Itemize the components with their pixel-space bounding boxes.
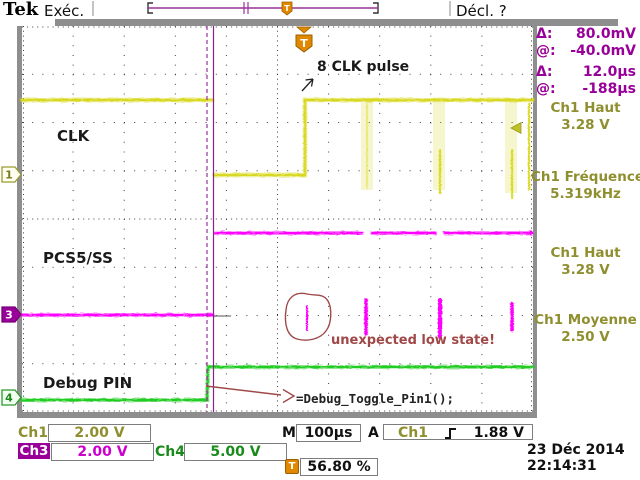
graticule-bottom-border [17, 412, 537, 418]
meas-1-value: 3.28 V [561, 117, 610, 133]
ch3-marker: 3 [1, 306, 22, 323]
record-trigger-icon: T [281, 1, 293, 16]
svg-text:T: T [300, 37, 308, 50]
trigger-position-marker: T [295, 26, 313, 53]
trigger-level: 1.88 V [473, 425, 524, 441]
cursor-at-v: @: -40.0mV [536, 43, 636, 59]
ch3-badge: Ch3 [18, 443, 50, 459]
meas-4-label: Ch1 Moyenne [534, 312, 637, 328]
pcs-trace-label: PCS5/SS [43, 249, 113, 267]
graticule-top-border [55, 19, 618, 26]
timebase-box: 100µs [296, 424, 361, 442]
svg-text:T: T [284, 4, 290, 13]
glitch-circle-annotation [284, 292, 332, 341]
acquisition-status: Exéc. [44, 2, 85, 20]
trigger-position-icon: T [285, 459, 299, 474]
code-arrow [205, 385, 282, 396]
svg-text:1: 1 [5, 169, 13, 182]
trigger-position-box: 56.80 % [300, 458, 378, 476]
svg-text:3: 3 [5, 309, 13, 322]
date-display: 23 Déc 2014 [527, 442, 625, 458]
timebase-label: M [282, 425, 296, 441]
trigger-readout-box: Ch1 1.88 V [383, 424, 533, 441]
meas-3-label: Ch1 Haut [550, 245, 621, 261]
meas-4-value: 2.50 V [561, 329, 610, 345]
record-position-bar: T [92, 1, 451, 16]
ch1-label: Ch1 [18, 425, 48, 441]
ch4-scale-box: 5.00 V [184, 443, 287, 461]
time-display: 22:14:31 [527, 458, 597, 474]
ch3-pcs-trace [20, 230, 534, 339]
ch1-clk-trace [19, 97, 536, 200]
low-state-note: unexpected low state! [331, 333, 496, 348]
clk-burst-bands [361, 98, 517, 193]
meas-2-label: Ch1 Fréquence [531, 169, 640, 185]
trigger-source: Ch1 [398, 425, 428, 441]
meas-2-value: 5.319kHz [550, 186, 621, 202]
code-note: =Debug_Toggle_Pin1(); [296, 391, 455, 406]
graticule-grid [22, 26, 533, 412]
svg-text:4: 4 [5, 392, 13, 405]
hand-annotations [205, 78, 332, 404]
trigger-a-label: A [368, 425, 379, 441]
tek-logo: Tek [3, 0, 39, 20]
meas-1-label: Ch1 Haut [550, 100, 621, 116]
clk-trace-label: CLK [57, 127, 90, 145]
debug-trace-label: Debug PIN [43, 374, 133, 392]
graticule-right-border [533, 26, 537, 412]
ch3-scale-box: 2.00 V [51, 443, 154, 461]
cursor-at-t: @: -188µs [536, 81, 636, 97]
ch1-marker: 1 [1, 166, 22, 183]
ch1-scale-box: 2.00 V [48, 424, 151, 442]
trigger-status: Décl. ? [456, 2, 507, 20]
ch4-label: Ch4 [155, 444, 185, 460]
pulse-note: 8 CLK pulse [317, 59, 410, 75]
cursor-delta-t: Δ: 12.0µs [536, 64, 636, 80]
cursor-delta-v: Δ: 80.0mV [536, 26, 636, 42]
graticule-left-border [17, 26, 22, 418]
pulse-arrow [301, 78, 314, 92]
ch4-marker: 4 [1, 389, 22, 406]
meas-3-value: 3.28 V [561, 262, 610, 278]
trigger-level-arrow [510, 121, 522, 135]
rising-edge-icon [445, 428, 457, 439]
